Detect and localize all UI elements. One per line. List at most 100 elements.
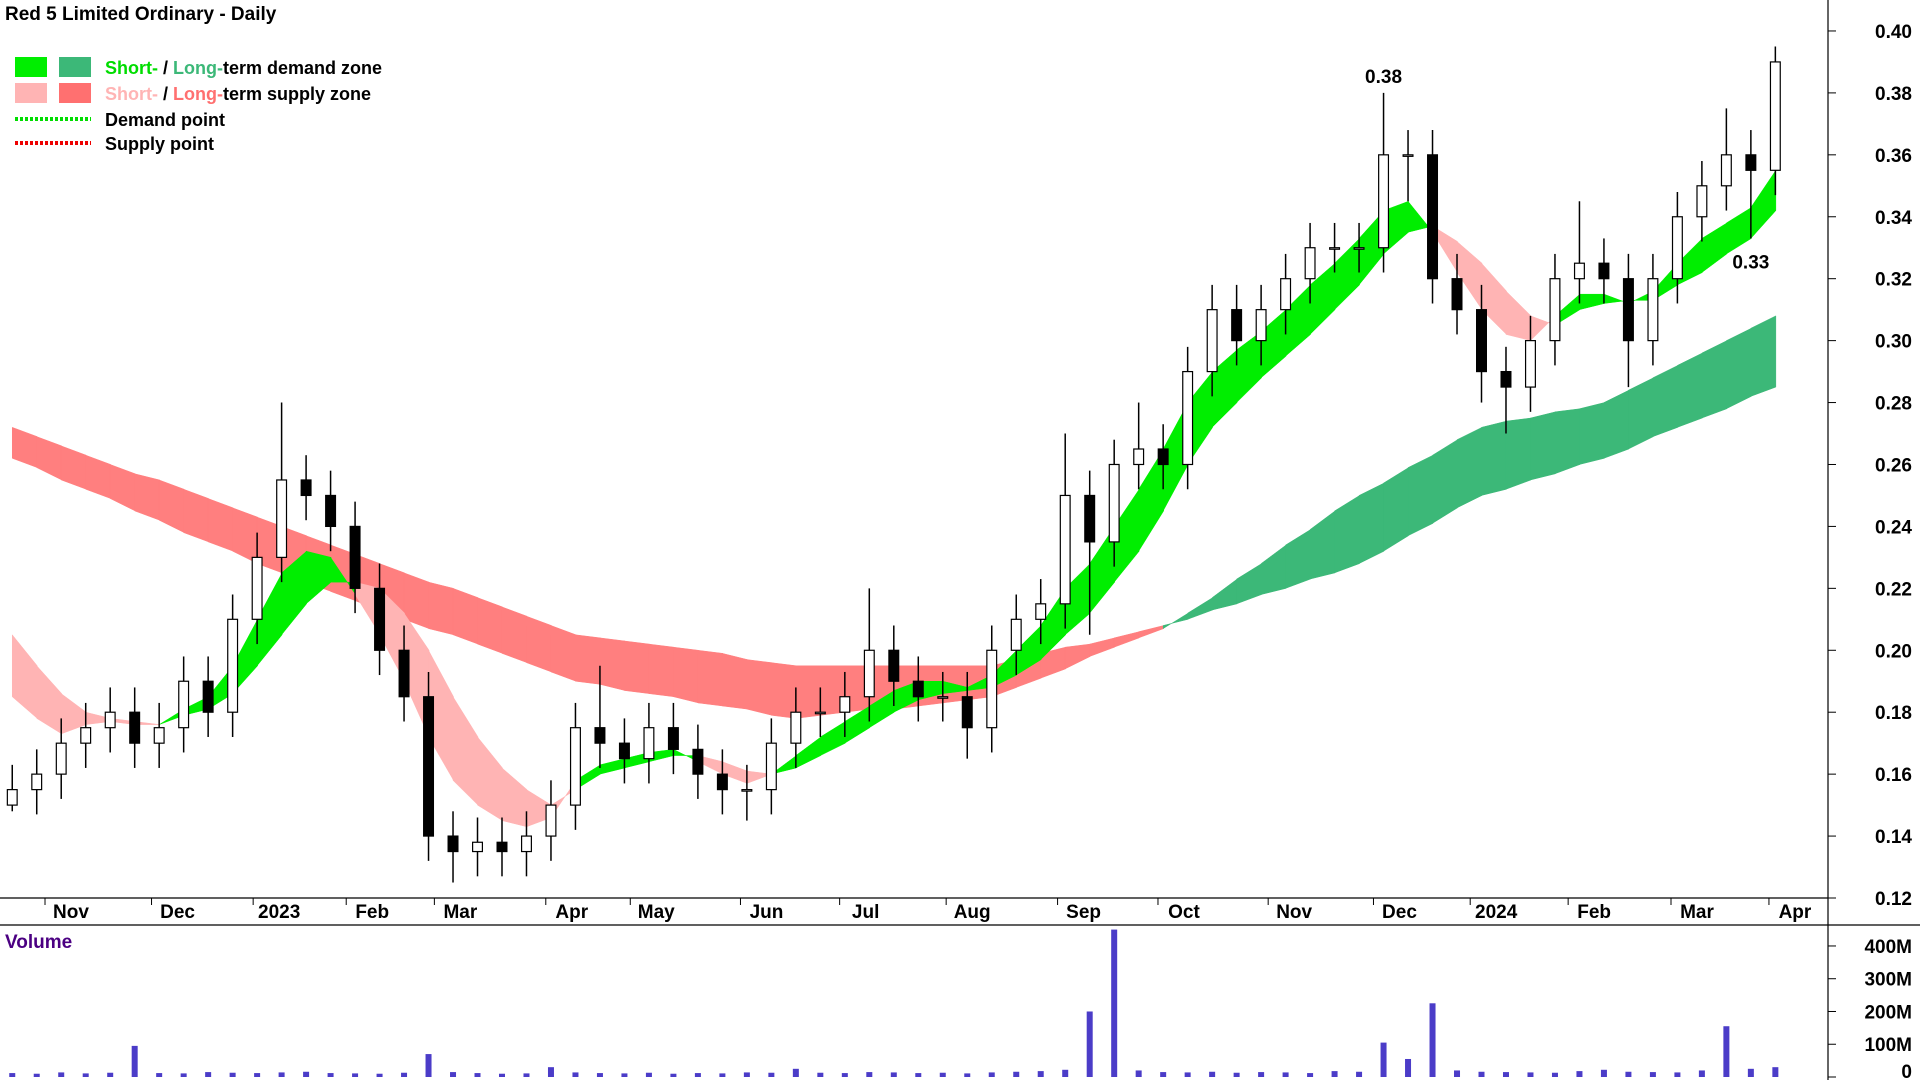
volume-bar [1258,1072,1265,1077]
zone-segment [1530,411,1556,481]
volume-bar [1723,1026,1730,1077]
volume-bar [915,1073,922,1077]
candle-body [1133,448,1145,466]
candle-body [423,696,435,837]
candle-body [1647,278,1659,342]
volume-bar [156,1073,163,1077]
y-tick-label: 0.34 [1875,208,1912,229]
volume-bar [817,1072,824,1077]
volume-bar [82,1073,89,1077]
legend-entry: Short- / Long-term demand zone [105,58,382,78]
candle-body [1059,494,1071,605]
volume-bar [450,1072,457,1077]
candle-body [814,711,826,715]
volume-bar [1013,1071,1020,1077]
candle-body [1231,309,1243,342]
candle-body [472,841,484,853]
y-tick-label: 300M [1864,970,1912,991]
zone-segment [1652,364,1679,437]
zone-segment [599,637,626,691]
zone-segment [624,640,650,694]
candle-body [1500,370,1512,388]
candle-body [594,727,606,744]
zone-segment [36,665,62,735]
legend-entry: Demand point [105,110,225,130]
volume-bar [1576,1071,1583,1077]
legend-text: Long- [173,84,223,104]
volume-title: Volume [5,932,72,953]
volume-bar [1086,1011,1093,1077]
zone-segment [11,634,38,719]
y-tick-label: 0.26 [1875,455,1912,476]
volume-bar [1282,1072,1289,1077]
zone-segment [1456,240,1483,311]
candle-body [1598,262,1610,280]
volume-bar [694,1073,701,1077]
candle-body [398,649,410,698]
volume-bar [9,1073,16,1077]
zone-segment [1309,262,1336,336]
volume-bar [1160,1072,1167,1077]
volume-bar [523,1073,530,1077]
candle-body [1720,154,1732,187]
candle-body [129,711,141,744]
x-tick-label: Sep [1066,902,1101,923]
candle-body [1206,309,1218,373]
legend-swatch [59,83,91,103]
candle-body [251,556,263,620]
candle-body [741,789,753,792]
volume-bar [278,1072,285,1077]
candle-body [1573,262,1585,280]
x-tick-label: Oct [1168,902,1200,923]
candle-body [937,696,949,699]
candle-body [667,727,679,750]
volume-bar [1649,1072,1656,1077]
y-tick-label: 0.16 [1875,765,1912,786]
zone-segment [1726,327,1752,410]
volume-bar [841,1073,848,1077]
candle-body [618,742,630,760]
volume-bar [670,1073,677,1077]
x-tick-label: Nov [1276,902,1312,923]
annotation: 0.33 [1732,252,1769,273]
candle-body [1671,216,1683,280]
x-tick-label: Mar [443,902,477,923]
volume-bar [425,1054,432,1077]
legend-text: / [158,58,173,78]
candle-body [569,727,581,806]
candle-body [349,525,361,589]
volume-bar [768,1072,775,1077]
volume-bar [1331,1071,1338,1077]
annotation: 0.38 [1365,67,1402,88]
volume-bar [205,1072,212,1077]
candle-body [6,789,18,806]
volume-bar [1111,929,1118,1077]
y-tick-label: 0.32 [1875,270,1912,291]
candle-body [1378,154,1390,249]
y-tick-label: 0.18 [1875,703,1912,724]
x-tick-label: Feb [355,902,389,923]
zone-segment [1138,448,1164,553]
volume-bar [1037,1071,1044,1077]
x-tick-label: May [638,902,675,923]
volume-bar [1184,1072,1191,1077]
candle-body [1451,278,1463,311]
volume-bar [327,1073,334,1077]
x-tick-label: 2023 [258,902,300,923]
candle-body [888,649,900,682]
zone-segment [1750,315,1777,397]
zone-segment [183,488,209,543]
volume-bar [1600,1069,1607,1077]
zone-segment [1211,349,1238,428]
candle-body [1304,247,1316,280]
candle-body [1255,309,1267,342]
zone-segment [1040,587,1066,661]
candle-body [153,727,165,744]
volume-bar [1233,1072,1240,1077]
y-tick-label: 0.14 [1875,827,1912,848]
volume-bar [596,1073,603,1077]
volume-bar [1209,1071,1216,1077]
candle-body [276,479,288,558]
zone-segment [1628,377,1654,450]
